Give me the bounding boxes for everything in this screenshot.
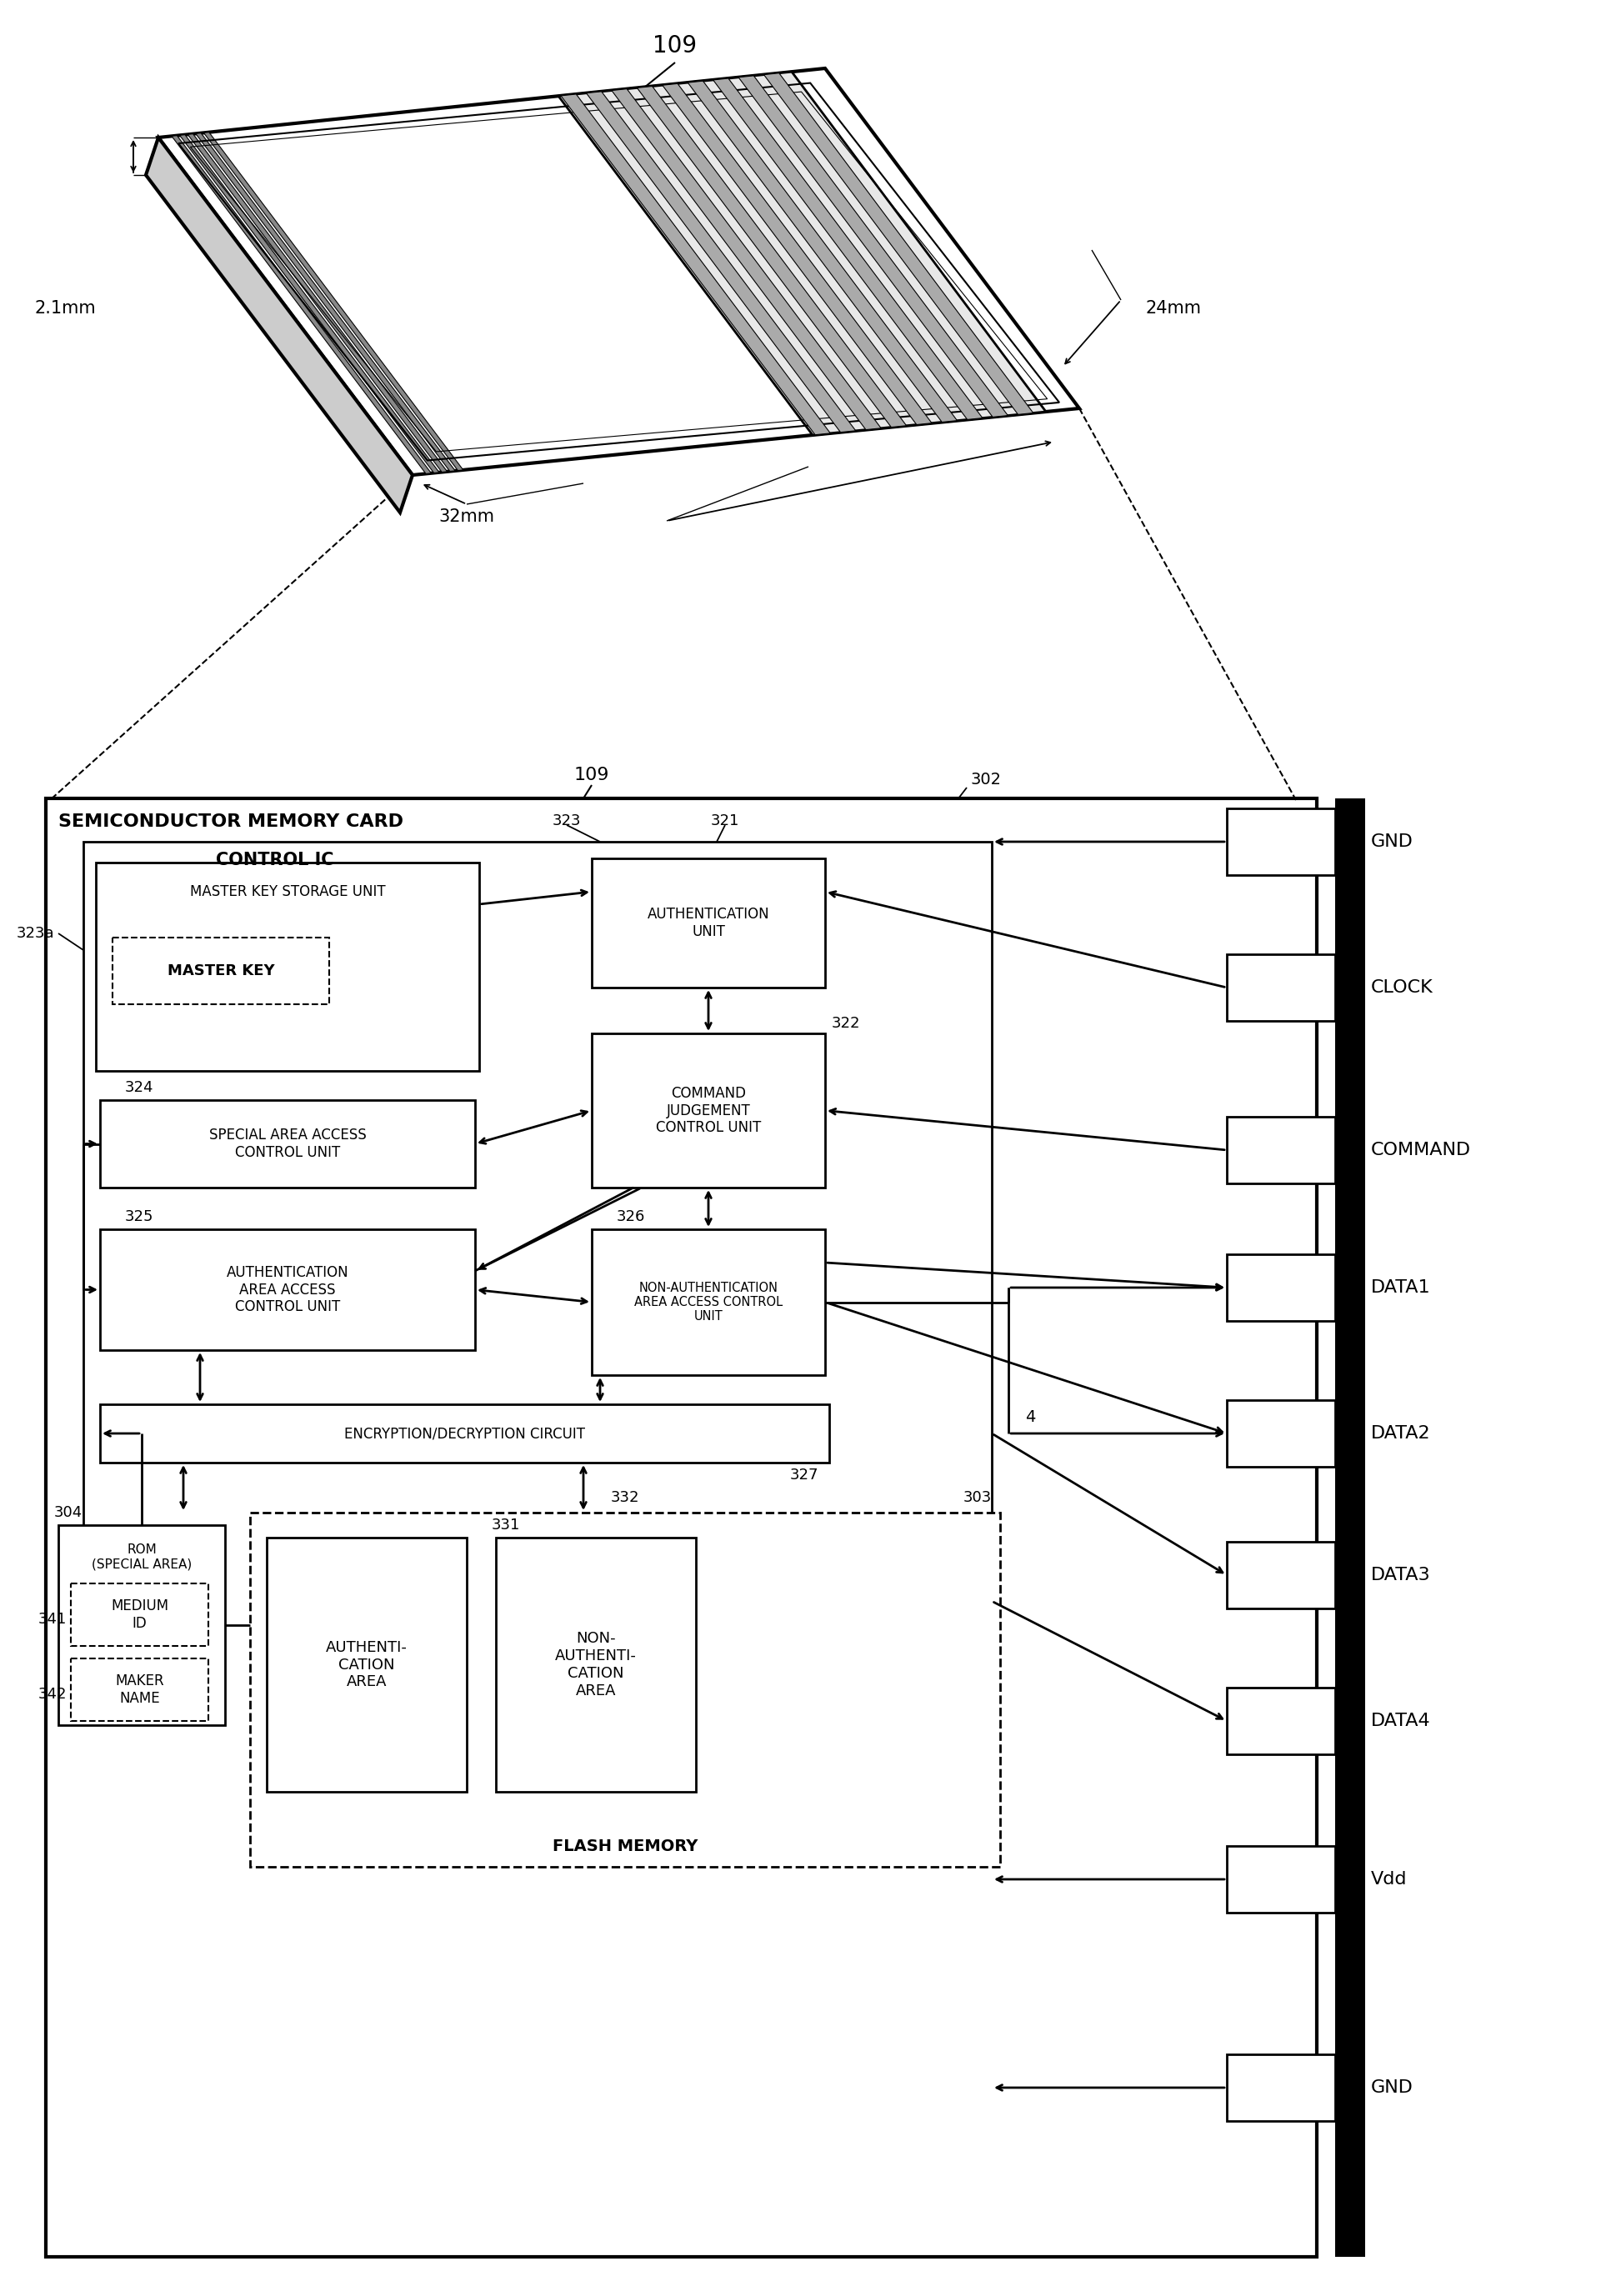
Text: NON-AUTHENTICATION
AREA ACCESS CONTROL
UNIT: NON-AUTHENTICATION AREA ACCESS CONTROL U… [634,1281,783,1322]
Text: COMMAND
JUDGEMENT
CONTROL UNIT: COMMAND JUDGEMENT CONTROL UNIT [657,1086,760,1134]
Bar [1227,1543,1336,1609]
Bar [1227,1116,1336,1182]
Text: 325: 325 [125,1210,154,1224]
Polygon shape [587,92,856,432]
Polygon shape [561,94,830,434]
Text: 323: 323 [553,813,580,829]
Text: 341: 341 [37,1612,66,1626]
Text: 332: 332 [611,1490,639,1506]
Bar [1227,1254,1336,1320]
Text: FLASH MEMORY: FLASH MEMORY [553,1839,697,1853]
Text: MASTER KEY STORAGE UNIT: MASTER KEY STORAGE UNIT [190,884,386,900]
Text: ENCRYPTION/DECRYPTION CIRCUIT: ENCRYPTION/DECRYPTION CIRCUIT [344,1426,585,1442]
Text: 322: 322 [832,1015,861,1031]
Text: 24mm: 24mm [1146,301,1201,317]
Bar [96,863,480,1070]
Text: 302: 302 [971,771,1002,788]
Text: GND: GND [1371,833,1414,850]
Bar [1227,1846,1336,1913]
Bar [71,1658,209,1722]
Bar [592,1033,825,1187]
Bar [45,799,1316,2257]
Text: 303: 303 [963,1490,992,1506]
Polygon shape [558,71,1046,434]
Bar [101,1228,475,1350]
Bar [1227,1688,1336,1754]
Polygon shape [159,69,1080,475]
Bar [592,1228,825,1375]
Polygon shape [204,133,464,471]
Text: MASTER KEY: MASTER KEY [167,964,274,978]
Bar [1227,2055,1336,2122]
Text: 109: 109 [653,34,697,57]
Bar [1227,955,1336,1022]
Bar [101,1405,830,1463]
Text: 331: 331 [491,1518,520,1534]
Text: 323a: 323a [16,925,53,941]
Text: DATA1: DATA1 [1371,1279,1431,1295]
Bar [71,1584,209,1646]
Text: CLOCK: CLOCK [1371,978,1433,996]
Text: SPECIAL AREA ACCESS
CONTROL UNIT: SPECIAL AREA ACCESS CONTROL UNIT [209,1127,366,1159]
Text: 32mm: 32mm [439,507,494,526]
Bar [267,1538,467,1791]
Polygon shape [188,133,447,473]
Polygon shape [180,135,439,473]
Text: 304: 304 [53,1506,83,1520]
Text: 2.1mm: 2.1mm [34,301,96,317]
Text: 324: 324 [125,1079,154,1095]
Bar [250,1513,1000,1867]
Text: 321: 321 [710,813,739,829]
Text: SEMICONDUCTOR MEMORY CARD: SEMICONDUCTOR MEMORY CARD [58,813,404,831]
Text: 109: 109 [574,767,609,783]
Bar [101,866,475,916]
Bar [1227,1401,1336,1467]
Text: AUTHENTI-
CATION
AREA: AUTHENTI- CATION AREA [326,1639,407,1690]
Polygon shape [739,76,1008,418]
Text: DATA2: DATA2 [1371,1426,1431,1442]
Bar [592,859,825,987]
Text: 4: 4 [1024,1410,1036,1426]
Bar [83,843,992,1626]
Text: DATA4: DATA4 [1371,1713,1431,1729]
Text: MAKER
NAME: MAKER NAME [115,1674,164,1706]
Text: MEDIUM
ID: MEDIUM ID [110,1598,169,1630]
Polygon shape [687,80,956,422]
Bar [101,1100,475,1187]
Bar [112,937,329,1003]
Bar [1227,808,1336,875]
Polygon shape [146,138,412,512]
Polygon shape [637,87,906,427]
Polygon shape [172,135,431,473]
Text: DATA3: DATA3 [1371,1566,1431,1584]
Text: COMMAND: COMMAND [1371,1141,1472,1159]
Text: ROM
(SPECIAL AREA): ROM (SPECIAL AREA) [91,1543,191,1570]
Text: GND: GND [1371,2080,1414,2096]
Text: CONTROL IC: CONTROL IC [216,852,334,868]
Text: 342: 342 [37,1685,66,1701]
Text: AUTHENTICATION
UNIT: AUTHENTICATION UNIT [647,907,770,939]
Text: 326: 326 [616,1210,645,1224]
Text: NON-
AUTHENTI-
CATION
AREA: NON- AUTHENTI- CATION AREA [554,1630,637,1699]
Text: 327: 327 [789,1467,819,1483]
Bar [58,1525,225,1724]
Polygon shape [663,83,932,425]
Polygon shape [713,78,982,420]
Text: AUTHENTICATION
AREA ACCESS
CONTROL UNIT: AUTHENTICATION AREA ACCESS CONTROL UNIT [227,1265,349,1316]
Text: Vdd: Vdd [1371,1871,1407,1887]
Bar [496,1538,695,1791]
Polygon shape [611,90,882,429]
Polygon shape [763,73,1033,416]
Polygon shape [196,133,456,471]
Bar [1336,799,1365,2257]
